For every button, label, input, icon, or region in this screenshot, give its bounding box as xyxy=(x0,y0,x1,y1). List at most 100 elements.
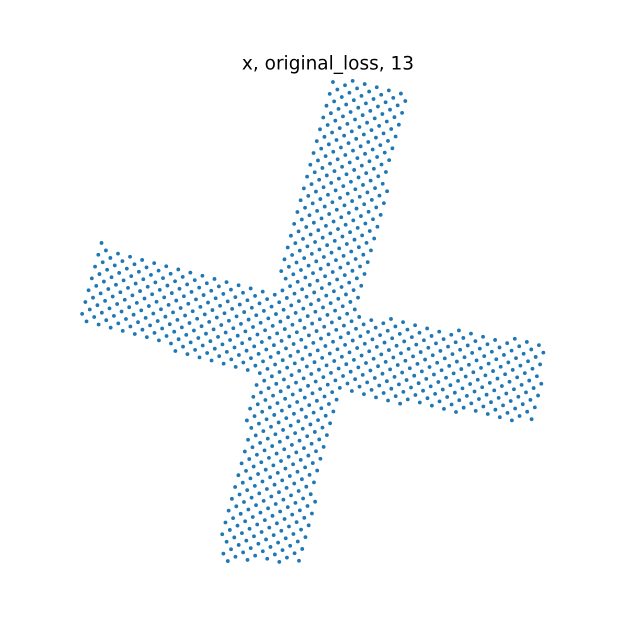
scatter-point-410 xyxy=(292,361,297,366)
scatter-point-75 xyxy=(118,290,123,295)
scatter-point-137 xyxy=(291,532,296,536)
scatter-point-915 xyxy=(390,146,395,151)
scatter-point-254 xyxy=(291,462,295,467)
scatter-point-867 xyxy=(503,372,508,377)
scatter-point-955 xyxy=(386,88,391,93)
scatter-point-594 xyxy=(308,232,313,237)
scatter-point-537 xyxy=(328,301,333,306)
scatter-point-517 xyxy=(312,290,317,295)
scatter-point-170 xyxy=(272,482,277,487)
scatter-point-527 xyxy=(372,376,377,380)
scatter-point-800 xyxy=(352,168,357,172)
scatter-point-406 xyxy=(310,391,315,396)
scatter-point-751 xyxy=(332,169,337,174)
scatter-point-546 xyxy=(289,233,293,238)
scatter-point-826 xyxy=(359,163,364,168)
scatter-point-145 xyxy=(256,472,260,476)
scatter-point-795 xyxy=(374,205,379,210)
scatter-point-303 xyxy=(197,285,202,290)
scatter-point-510 xyxy=(343,343,347,347)
scatter-point-644 xyxy=(324,223,328,228)
scatter-point-287 xyxy=(272,413,277,417)
scatter-point-843 xyxy=(482,354,487,358)
scatter-point-27 xyxy=(240,531,244,536)
scatter-point-120 xyxy=(239,461,244,466)
scatter-point-361 xyxy=(308,422,313,427)
scatter-point-542 xyxy=(306,263,311,268)
scatter-point-286 xyxy=(276,420,281,425)
scatter-point-730 xyxy=(473,408,478,413)
scatter-points xyxy=(80,79,546,564)
scatter-point-916 xyxy=(386,138,390,143)
scatter-point-39 xyxy=(265,556,270,561)
scatter-point-305 xyxy=(188,270,193,275)
scatter-point-288 xyxy=(267,405,272,410)
scatter-point-603 xyxy=(395,363,400,367)
scatter-point-738 xyxy=(438,349,443,353)
scatter-point-829 xyxy=(346,141,351,146)
scatter-point-868 xyxy=(498,364,503,369)
scatter-point-952 xyxy=(400,110,404,115)
scatter-point-732 xyxy=(464,393,469,398)
scatter-point-822 xyxy=(377,193,382,198)
scatter-point-344 xyxy=(269,374,274,379)
scatter-point-413 xyxy=(279,338,284,343)
scatter-point-248 xyxy=(164,264,169,269)
scatter-point-77 xyxy=(109,275,114,280)
scatter-point-892 xyxy=(506,360,511,365)
scatter-point-830 xyxy=(342,133,347,138)
scatter-point-81 xyxy=(285,555,289,560)
scatter-point-82 xyxy=(280,548,285,553)
scatter-point-661 xyxy=(393,324,398,329)
scatter-point-36 xyxy=(98,291,103,296)
scatter-point-476 xyxy=(310,321,315,326)
scatter-point-956 xyxy=(403,99,408,103)
scatter-point-276 xyxy=(180,275,185,279)
scatter-point-332 xyxy=(200,273,205,278)
scatter-point-685 xyxy=(418,350,423,354)
scatter-point-268 xyxy=(216,334,220,339)
scatter-point-765 xyxy=(446,344,450,349)
scatter-point-735 xyxy=(451,371,456,376)
scatter-point-108 xyxy=(292,551,297,556)
scatter-point-625 xyxy=(425,396,430,401)
scatter-point-231 xyxy=(261,429,266,433)
scatter-point-465 xyxy=(284,296,289,300)
scatter-point-582 xyxy=(361,322,366,327)
scatter-point-682 xyxy=(432,372,436,377)
scatter-point-917 xyxy=(381,131,386,136)
scatter-point-791 xyxy=(458,347,462,352)
scatter-point-673 xyxy=(318,197,323,201)
scatter-point-565 xyxy=(318,266,323,271)
scatter-point-885 xyxy=(331,80,335,84)
scatter-point-327 xyxy=(222,311,227,316)
scatter-point-804 xyxy=(334,138,339,142)
scatter-point-438 xyxy=(334,397,339,402)
scatter-point-71 xyxy=(136,320,140,325)
scatter-point-734 xyxy=(456,378,460,383)
scatter-point-25 xyxy=(248,546,253,551)
scatter-point-507 xyxy=(356,365,361,370)
scatter-point-6 xyxy=(224,539,229,544)
scatter-point-21 xyxy=(95,303,100,308)
scatter-point-865 xyxy=(512,387,516,392)
scatter-point-317 xyxy=(266,386,271,391)
scatter-point-378 xyxy=(233,295,238,299)
scatter-point-299 xyxy=(214,315,219,320)
scatter-point-655 xyxy=(419,369,424,374)
scatter-point-583 xyxy=(357,315,362,319)
scatter-point-61 xyxy=(264,537,268,542)
scatter-point-657 xyxy=(411,354,415,359)
scatter-point-924 xyxy=(350,79,355,83)
scatter-point-646 xyxy=(315,208,320,213)
scatter-point-356 xyxy=(216,284,221,289)
scatter-point-110 xyxy=(283,536,288,541)
scatter-point-705 xyxy=(457,398,462,403)
scatter-point-97 xyxy=(139,308,144,313)
scatter-point-241 xyxy=(195,316,200,321)
scatter-point-76 xyxy=(114,282,118,287)
scatter-point-203 xyxy=(253,433,258,438)
scatter-point-83 xyxy=(276,540,280,545)
scatter-point-280 xyxy=(303,465,308,470)
